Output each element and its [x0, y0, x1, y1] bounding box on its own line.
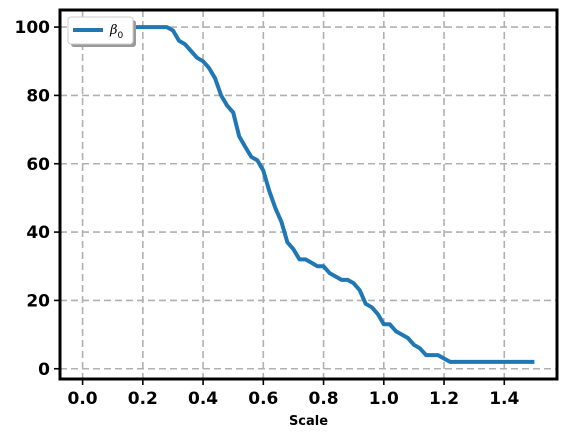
- plot-frame: [58, 8, 559, 381]
- y-tick-label: 60: [26, 155, 50, 175]
- grid: [60, 10, 557, 379]
- y-tick-label: 20: [26, 291, 50, 311]
- x-tick-label: 0.0: [68, 389, 98, 409]
- x-tick-label: 1.0: [369, 389, 399, 409]
- y-tick-label: 100: [15, 18, 51, 38]
- x-tick-label: 1.2: [429, 389, 459, 409]
- y-tick-label: 80: [26, 86, 50, 106]
- legend: β0: [67, 16, 136, 47]
- x-tick-label: 0.4: [188, 389, 218, 409]
- series-layer: [82, 25, 535, 364]
- legend-label-sub: 0: [118, 31, 124, 41]
- y-tick-label: 40: [26, 223, 50, 243]
- series-line: [82, 25, 535, 364]
- x-axis-title: Scale: [289, 414, 328, 429]
- x-tick-label: 0.2: [128, 389, 158, 409]
- x-tick-label: 0.8: [308, 389, 338, 409]
- legend-label-main: β: [109, 23, 118, 38]
- x-tick-label: 0.6: [248, 389, 278, 409]
- y-tick-label: 0: [38, 360, 50, 380]
- x-tick-label: 1.4: [489, 389, 519, 409]
- legend-label: β0: [109, 23, 124, 41]
- axis-ticks: 0.0 0.2 0.4 0.6 0.8 1.0 1.2 1.4 0 20 40 60 80 100: [15, 18, 520, 409]
